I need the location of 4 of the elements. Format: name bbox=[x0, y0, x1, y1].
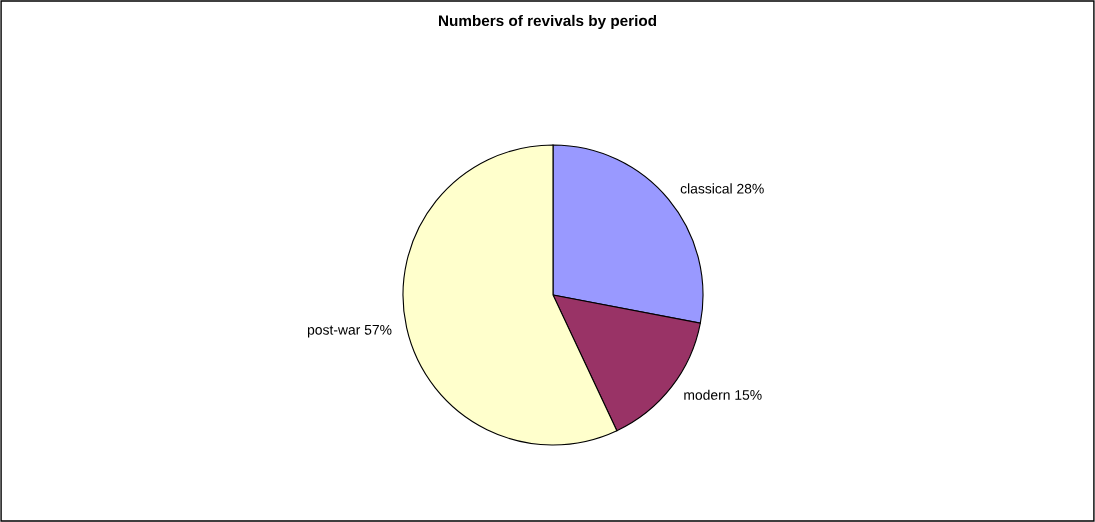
slice-label: post-war 57% bbox=[307, 324, 392, 338]
slice-label: modern 15% bbox=[684, 389, 762, 400]
slice-label: classical 28% bbox=[680, 183, 764, 194]
chart-title: Numbers of revivals by period bbox=[439, 14, 657, 30]
